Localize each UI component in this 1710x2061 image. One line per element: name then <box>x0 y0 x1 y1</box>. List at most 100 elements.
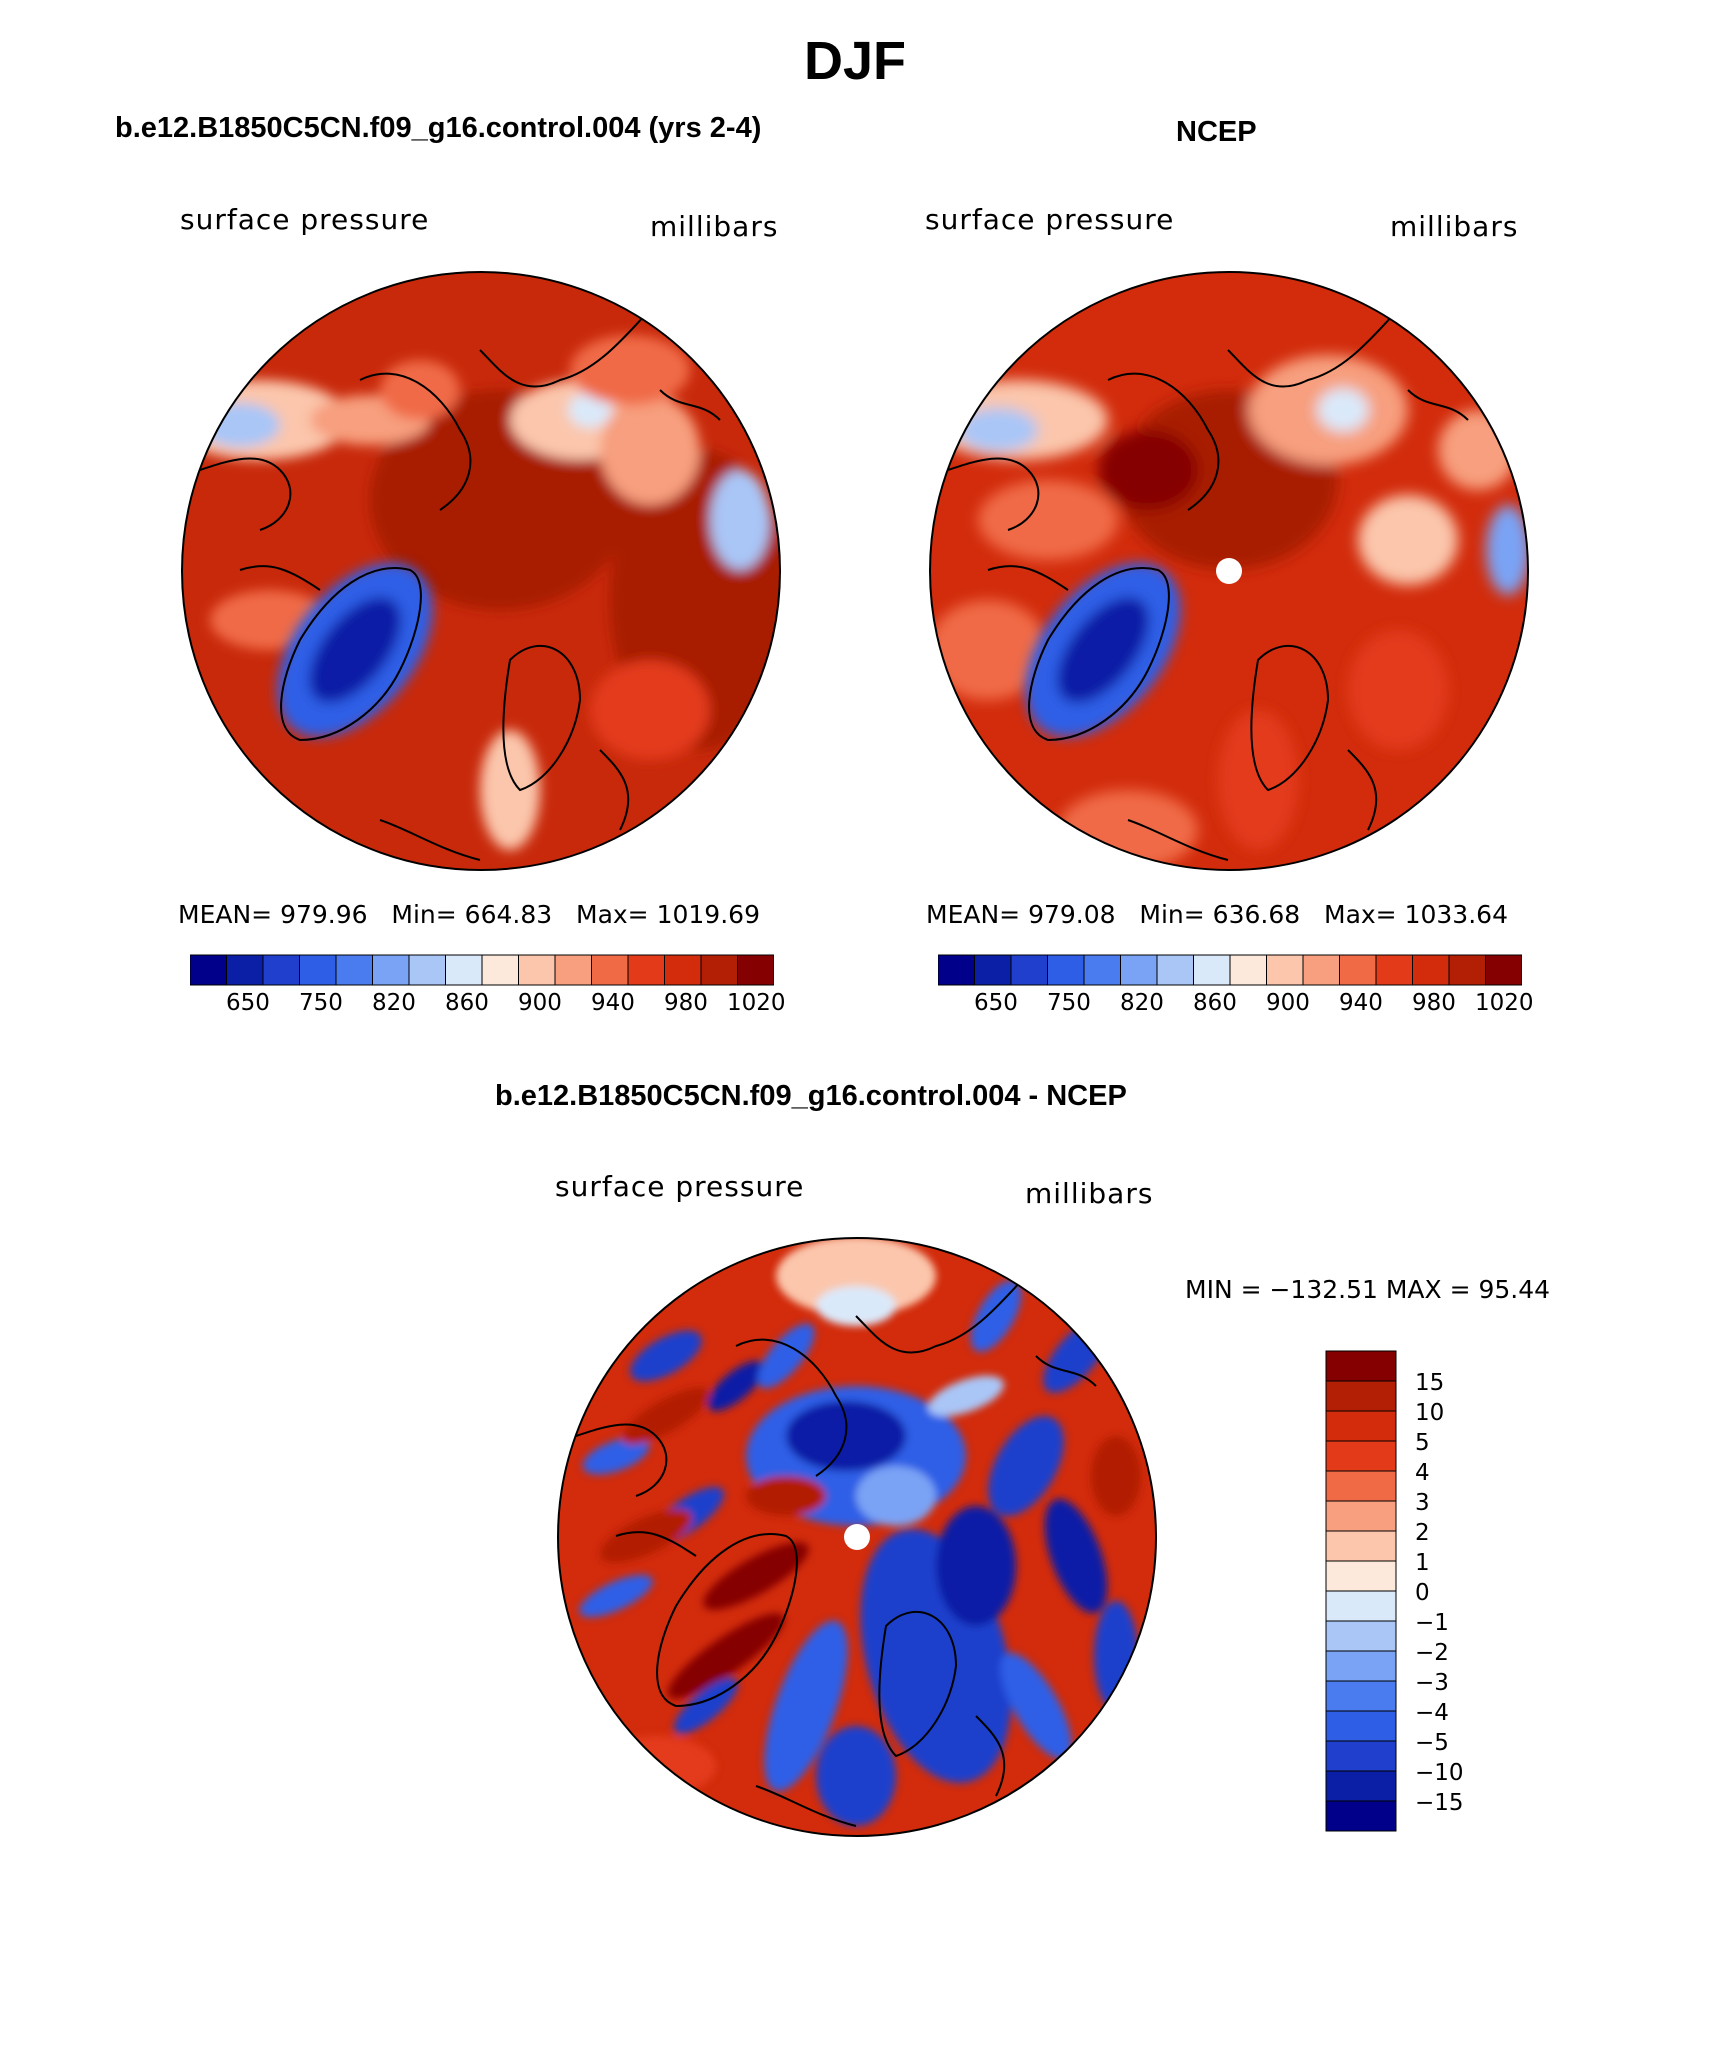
colorbar-swatch <box>1325 1650 1397 1682</box>
panel2-tick: 820 <box>1120 990 1164 1016</box>
panel1-tick: 900 <box>518 990 562 1016</box>
colorbar-swatch <box>1325 1800 1397 1832</box>
diff-tick: 2 <box>1415 1520 1430 1546</box>
colorbar-swatch <box>664 954 702 986</box>
panel2-min-value: 636.68 <box>1212 900 1301 929</box>
colorbar-swatch <box>335 954 373 986</box>
colorbar-swatch <box>974 954 1012 986</box>
panel2-colorbar <box>938 954 1522 986</box>
panel1-variable-label: surface pressure <box>180 203 430 236</box>
diff-tick: −10 <box>1415 1760 1464 1786</box>
colorbar-swatch <box>1083 954 1121 986</box>
panel1-max-label: Max= <box>576 900 649 929</box>
panel1-max-value: 1019.69 <box>656 900 760 929</box>
colorbar-swatch <box>481 954 519 986</box>
panel1-min-value: 664.83 <box>464 900 553 929</box>
colorbar-swatch <box>1325 1680 1397 1712</box>
colorbar-swatch <box>627 954 665 986</box>
colorbar-swatch <box>1047 954 1085 986</box>
colorbar-swatch <box>1325 1380 1397 1412</box>
colorbar-swatch <box>1412 954 1450 986</box>
panel2-mean-value: 979.08 <box>1028 900 1116 929</box>
colorbar-swatch <box>1325 1710 1397 1742</box>
colorbar-swatch <box>700 954 738 986</box>
diff-colorbar-ticks: 15 10 5 4 3 2 1 0 −1 −2 −3 −4 −5 −10 −15 <box>1405 1350 1525 1830</box>
panel2-variable-label: surface pressure <box>925 203 1175 236</box>
diff-tick: 3 <box>1415 1490 1430 1516</box>
panel2-tick: 860 <box>1193 990 1237 1016</box>
panel2-pole-mask <box>1216 558 1242 584</box>
panel1-rockies-low <box>710 470 770 570</box>
panel2-tick: 940 <box>1339 990 1383 1016</box>
panel1-tick: 980 <box>664 990 708 1016</box>
panel2-mean-label: MEAN= <box>926 900 1021 929</box>
panel1-polar-map <box>181 271 781 871</box>
panel1-tick: 650 <box>226 990 270 1016</box>
panel1-tick: 860 <box>445 990 489 1016</box>
colorbar-swatch <box>1325 1410 1397 1442</box>
panel2-min-label: Min= <box>1139 900 1205 929</box>
diff-tick: 5 <box>1415 1430 1430 1456</box>
panel1-stats: MEAN= 979.96 Min= 664.83 Max= 1019.69 <box>178 900 760 929</box>
diff-colorbar <box>1325 1350 1397 1832</box>
panel2-polar-map <box>929 271 1529 871</box>
panel2-tick: 750 <box>1047 990 1091 1016</box>
diff-variable-label: surface pressure <box>555 1170 805 1203</box>
panel1-tick: 750 <box>299 990 343 1016</box>
diff-tick: 4 <box>1415 1460 1430 1486</box>
colorbar-swatch <box>938 954 975 986</box>
colorbar-swatch <box>1448 954 1486 986</box>
diff-anomaly-blobs <box>579 1238 1141 1826</box>
colorbar-swatch <box>1325 1440 1397 1472</box>
panel1-tick: 1020 <box>727 990 786 1016</box>
panel1-coastlines <box>199 309 721 861</box>
colorbar-swatch <box>1325 1530 1397 1562</box>
diff-panel-title: b.e12.B1850C5CN.f09_g16.control.004 - NC… <box>495 1080 1127 1112</box>
colorbar-swatch <box>737 954 774 986</box>
diff-tick: −5 <box>1415 1730 1449 1756</box>
panel1-title: b.e12.B1850C5CN.f09_g16.control.004 (yrs… <box>115 112 762 144</box>
colorbar-swatch <box>1325 1500 1397 1532</box>
panel1-colorbar-ticks: 650 750 820 860 900 940 980 1020 <box>190 990 786 1020</box>
colorbar-swatch <box>445 954 483 986</box>
colorbar-swatch <box>1325 1620 1397 1652</box>
panel2-tick: 1020 <box>1475 990 1534 1016</box>
colorbar-swatch <box>591 954 629 986</box>
colorbar-swatch <box>1325 1740 1397 1772</box>
colorbar-swatch <box>299 954 337 986</box>
colorbar-swatch <box>518 954 556 986</box>
colorbar-swatch <box>262 954 300 986</box>
panel2-max-label: Max= <box>1324 900 1397 929</box>
diff-tick: −1 <box>1415 1610 1449 1636</box>
diff-units-label: millibars <box>1025 1177 1154 1210</box>
panel2-tick: 650 <box>974 990 1018 1016</box>
colorbar-swatch <box>1325 1590 1397 1622</box>
panel2-himalaya-low <box>958 408 1038 452</box>
diff-range-text: MIN = −132.51 MAX = 95.44 <box>1185 1275 1551 1304</box>
panel1-tick: 940 <box>591 990 635 1016</box>
colorbar-swatch <box>372 954 410 986</box>
panel2-max-value: 1033.64 <box>1404 900 1508 929</box>
diff-tick: −2 <box>1415 1640 1449 1666</box>
panel1-min-label: Min= <box>391 900 457 929</box>
diff-coastlines <box>575 1275 1097 1827</box>
panel2-tick: 980 <box>1412 990 1456 1016</box>
panel2-stats: MEAN= 979.08 Min= 636.68 Max= 1033.64 <box>926 900 1508 929</box>
panel1-mean-value: 979.96 <box>280 900 368 929</box>
panel2-tick: 900 <box>1266 990 1310 1016</box>
colorbar-swatch <box>1339 954 1377 986</box>
panel2-colorbar-ticks: 650 750 820 860 900 940 980 1020 <box>938 990 1534 1020</box>
colorbar-swatch <box>1375 954 1413 986</box>
panel1-tick: 820 <box>372 990 416 1016</box>
colorbar-swatch <box>190 954 227 986</box>
panel1-units-label: millibars <box>650 210 779 243</box>
diff-polar-map <box>557 1237 1157 1837</box>
panel1-mean-label: MEAN= <box>178 900 273 929</box>
colorbar-swatch <box>1485 954 1522 986</box>
colorbar-swatch <box>1325 1470 1397 1502</box>
colorbar-swatch <box>1325 1770 1397 1802</box>
panel2-units-label: millibars <box>1390 210 1519 243</box>
colorbar-swatch <box>408 954 446 986</box>
colorbar-swatch <box>226 954 264 986</box>
colorbar-swatch <box>554 954 592 986</box>
